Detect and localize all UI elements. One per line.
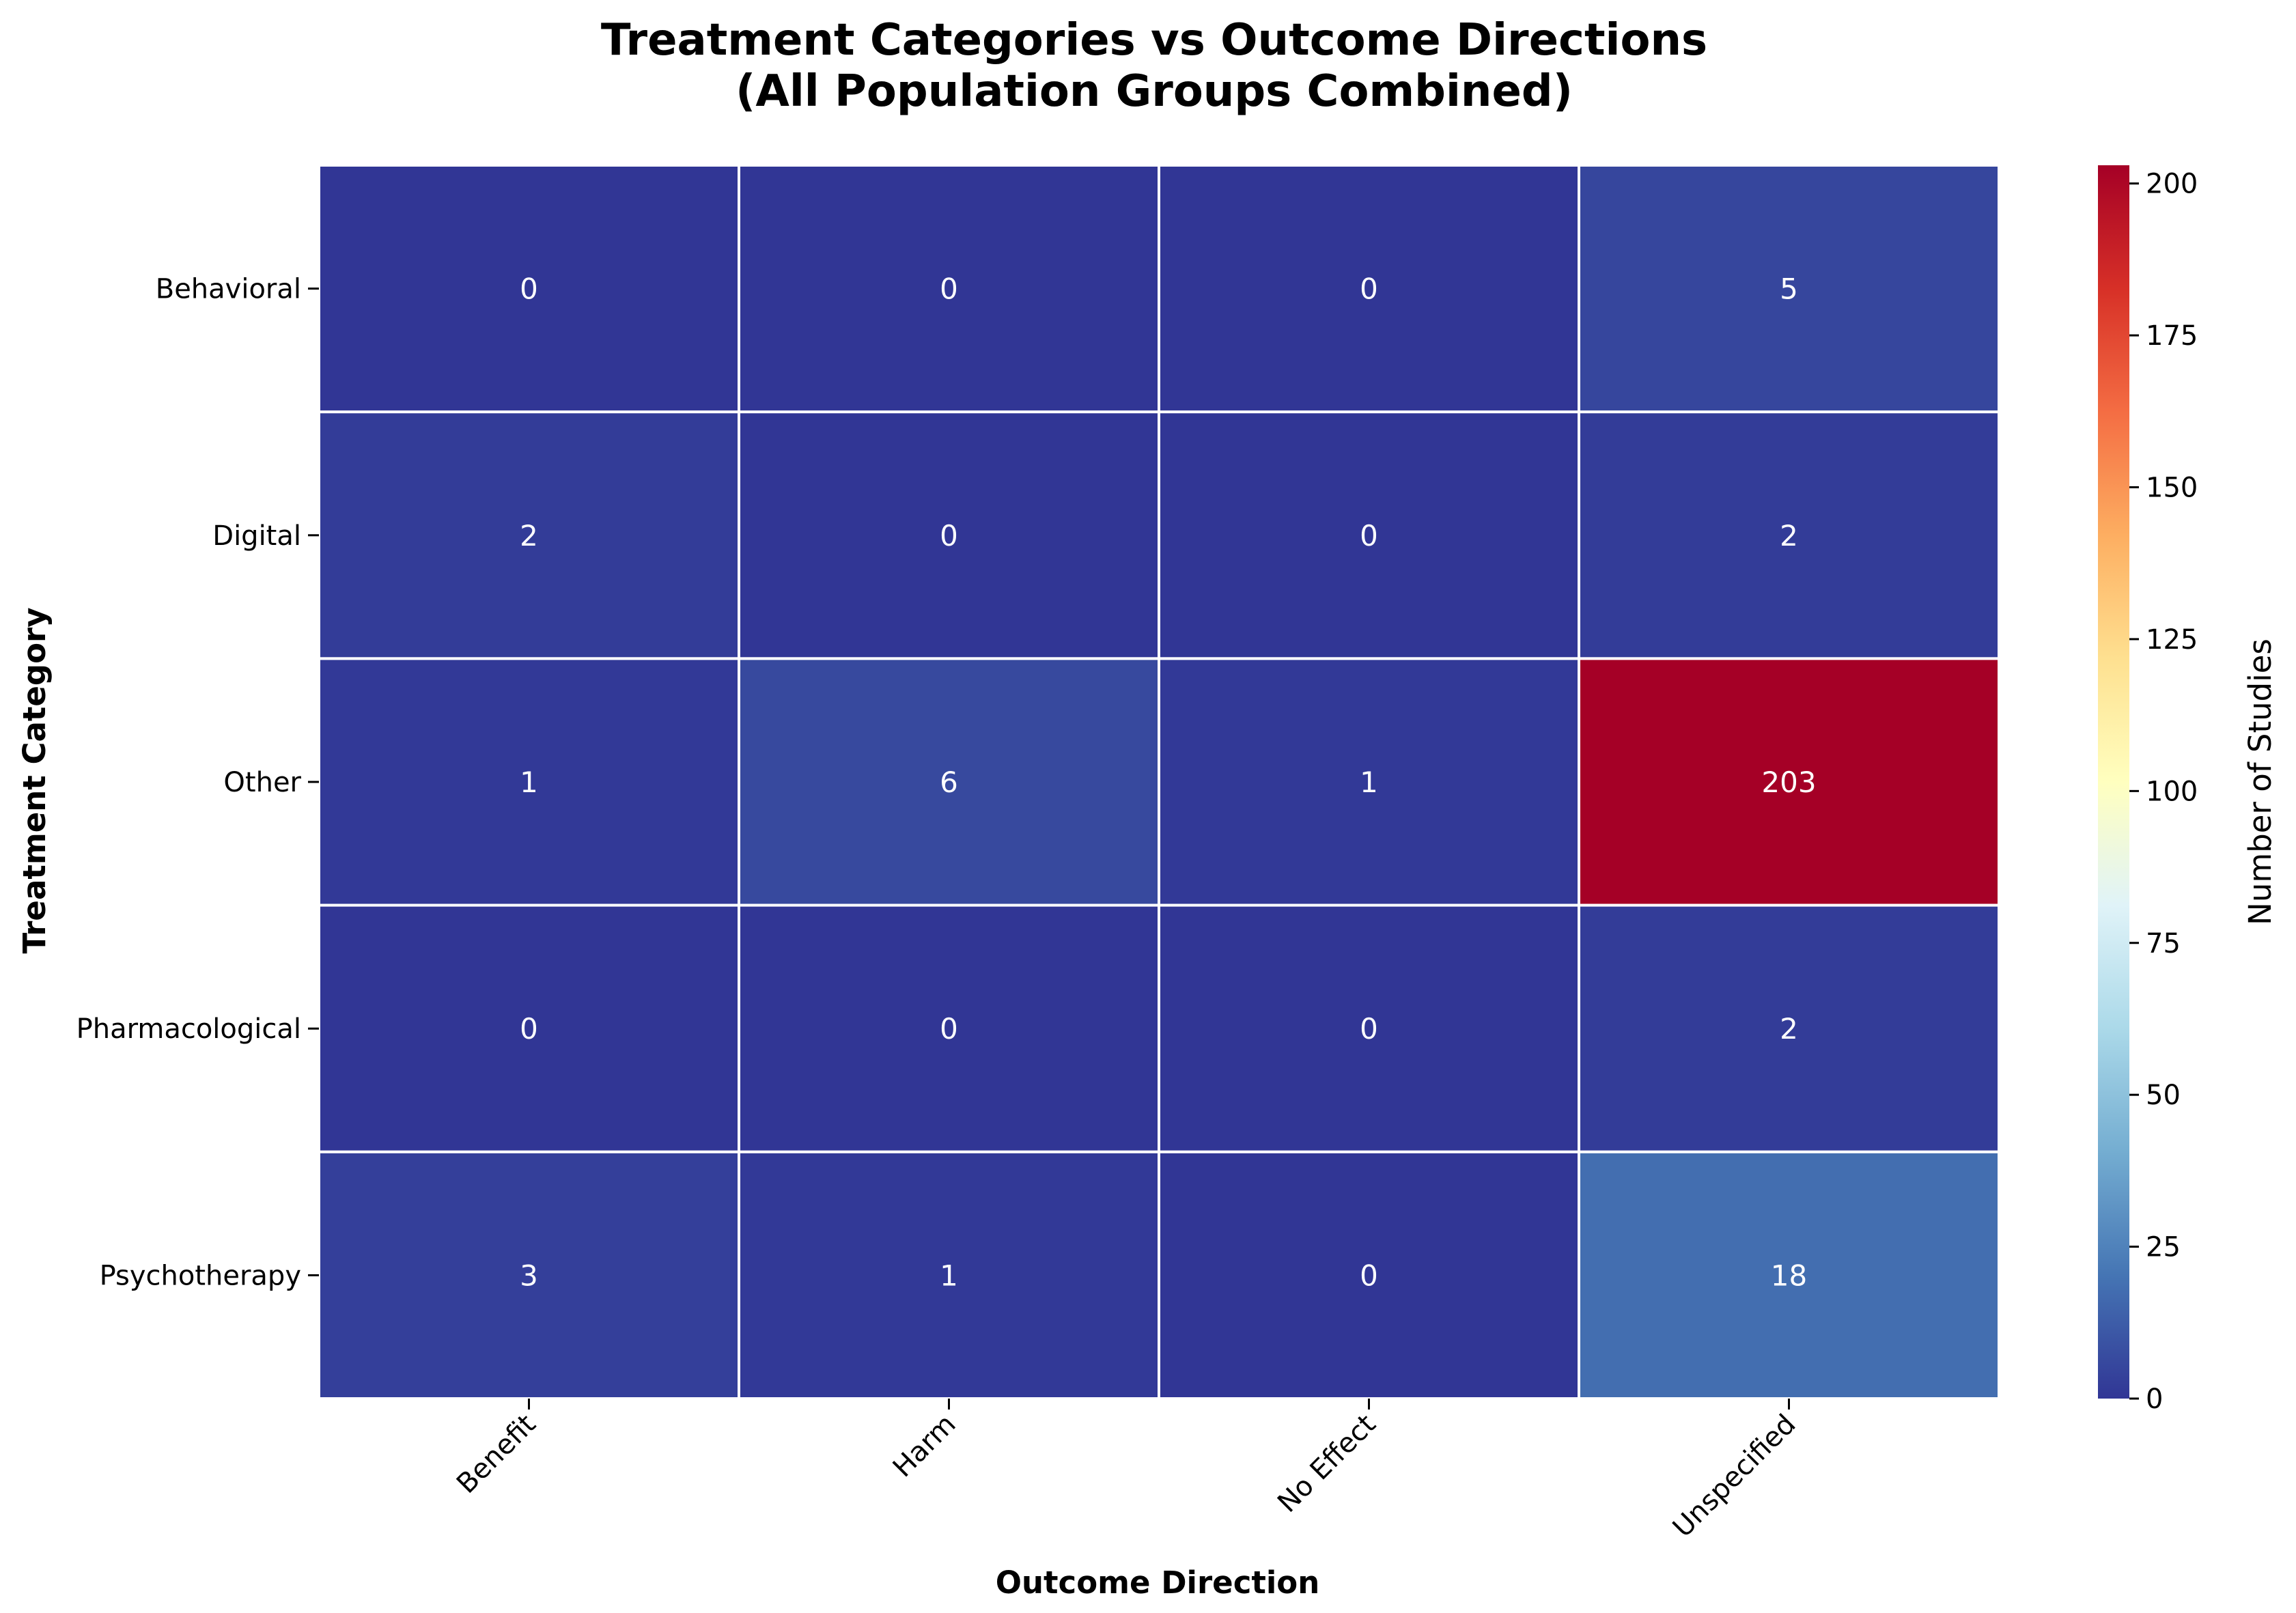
heatmap-cell [738, 657, 1160, 907]
heatmap-cell [738, 164, 1160, 414]
cell-value-label: 0 [940, 519, 958, 552]
colorbar-label: Number of Studies [2242, 639, 2278, 925]
heatmap-cell [1578, 410, 2000, 660]
chart-title-line1: Treatment Categories vs Outcome Directio… [601, 15, 1707, 66]
heatmap-cell [1578, 164, 2000, 414]
cell-value-label: 1 [940, 1259, 958, 1292]
heatmap-cell [318, 903, 740, 1153]
colorbar-ticks: 0 25 50 75 100 125 150 175 200 [2129, 169, 2198, 1415]
cell-value-label: 0 [1360, 519, 1378, 552]
heatmap-cell [1158, 903, 1580, 1153]
cell-value-label: 1 [1360, 766, 1378, 799]
heatmap-cell [318, 1150, 740, 1401]
cell-value-label: 0 [1360, 1012, 1378, 1046]
cell-value-label: 18 [1771, 1259, 1807, 1292]
colorbar-tick-label: 100 [2146, 776, 2198, 807]
cell-value-label: 0 [520, 1012, 538, 1046]
colorbar-gradient [2098, 165, 2129, 1399]
heatmap-cell [1578, 657, 2000, 907]
cell-value-label: 0 [940, 272, 958, 306]
cell-value-label: 2 [1780, 519, 1798, 552]
heatmap-cell [1158, 410, 1580, 660]
y-tick-label: Behavioral [156, 274, 301, 305]
heatmap-cell [1578, 903, 2000, 1153]
cell-value-label: 203 [1761, 766, 1816, 799]
heatmap-cells [318, 164, 2000, 1401]
y-tick-label: Digital [212, 520, 301, 552]
colorbar: 0 25 50 75 100 125 150 175 200 Number of Studies [2098, 165, 2278, 1415]
y-axis-ticks: Behavioral Digital Other Pharmacological Psy… [76, 274, 319, 1291]
heatmap-cell [1578, 1150, 2000, 1401]
cell-value-label: 1 [520, 766, 538, 799]
cell-value-label: 0 [1360, 272, 1378, 306]
cell-value-label: 0 [1360, 1259, 1378, 1292]
colorbar-tick-label: 150 [2146, 473, 2198, 504]
colorbar-tick-label: 200 [2146, 169, 2198, 200]
chart-title-line2: (All Population Groups Combined) [736, 66, 1573, 117]
y-tick-label: Psychotherapy [100, 1260, 301, 1291]
cell-value-label: 2 [520, 519, 538, 552]
colorbar-tick-label: 175 [2146, 320, 2198, 352]
colorbar-tick-label: 0 [2146, 1384, 2163, 1415]
cell-value-label: 3 [520, 1259, 538, 1292]
cell-value-label: 0 [520, 272, 538, 306]
y-tick-label: Other [223, 767, 301, 798]
y-tick-label: Pharmacological [76, 1013, 301, 1045]
cell-value-label: 2 [1780, 1012, 1798, 1046]
cell-value-label: 5 [1780, 272, 1798, 306]
y-axis-label: Treatment Category [16, 607, 53, 953]
heatmap-cell [738, 1150, 1160, 1401]
colorbar-tick-label: 75 [2146, 928, 2181, 959]
heatmap-cell [1158, 164, 1580, 414]
x-axis-label: Outcome Direction [996, 1565, 1320, 1601]
heatmap-cell [738, 903, 1160, 1153]
cell-value-label: 6 [940, 766, 958, 799]
colorbar-tick-label: 50 [2146, 1080, 2181, 1111]
colorbar-tick-label: 25 [2146, 1232, 2181, 1263]
cell-value-label: 0 [940, 1012, 958, 1046]
colorbar-tick-label: 125 [2146, 624, 2198, 656]
heatmap-cell [1158, 1150, 1580, 1401]
heatmap-cell [318, 164, 740, 414]
heatmap-cell-labels: 0 0 0 5 2 0 0 2 1 6 1 203 0 0 0 2 3 1 0 18 [520, 272, 1816, 1293]
